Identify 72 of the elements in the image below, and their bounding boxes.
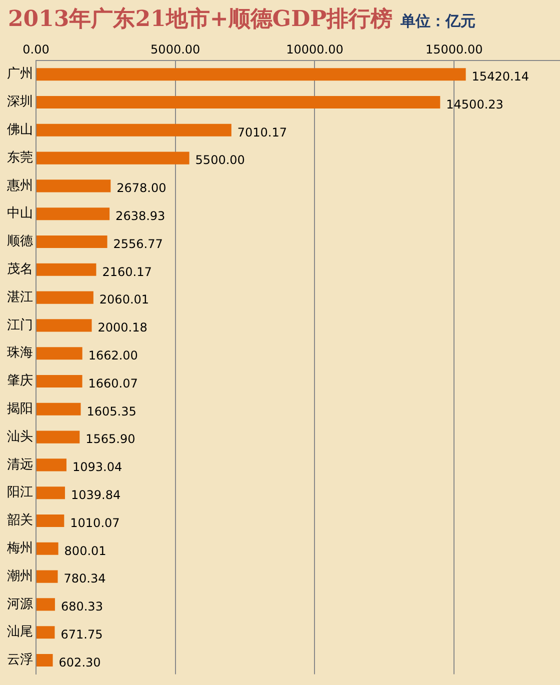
bar <box>36 626 55 639</box>
x-tick-label: 5000.00 <box>150 42 200 56</box>
bar <box>36 430 80 444</box>
bar <box>36 402 81 416</box>
bar <box>36 235 108 248</box>
bar <box>36 291 94 304</box>
data-label: 15420.14 <box>472 69 530 84</box>
y-tick-label: 珠海 <box>7 346 33 361</box>
data-label: 1565.90 <box>86 432 136 446</box>
data-label: 7010.17 <box>237 125 288 140</box>
bar <box>36 124 232 136</box>
bar <box>36 263 96 276</box>
data-label: 1039.84 <box>70 488 121 502</box>
data-label: 14500.23 <box>446 97 504 112</box>
data-label: 5500.00 <box>195 153 245 168</box>
data-label: 1010.07 <box>70 516 120 530</box>
y-tick-label: 云浮 <box>7 652 33 668</box>
bar <box>36 542 58 555</box>
y-tick-label: 揭阳 <box>7 402 33 417</box>
bar <box>36 598 55 611</box>
bar <box>36 374 82 388</box>
bar <box>36 514 64 528</box>
y-tick-label: 深圳 <box>7 94 33 110</box>
bar <box>36 347 82 360</box>
data-label: 602.30 <box>58 655 101 670</box>
y-tick-label: 茂名 <box>7 262 33 278</box>
bar <box>36 96 440 109</box>
data-label: 2556.77 <box>113 236 163 251</box>
y-tick-label: 东莞 <box>7 150 33 166</box>
data-label: 1660.07 <box>88 376 138 390</box>
bar <box>36 458 66 472</box>
bar <box>36 68 466 81</box>
data-label: 2678.00 <box>116 181 166 196</box>
data-label: 680.33 <box>60 600 103 614</box>
data-label: 1662.00 <box>88 348 138 362</box>
y-tick-label: 顺德 <box>7 234 33 250</box>
y-tick-label: 佛山 <box>7 122 33 138</box>
y-tick-label: 潮州 <box>7 568 33 584</box>
y-tick-label: 韶关 <box>7 513 33 528</box>
y-tick-label: 中山 <box>7 206 33 222</box>
y-tick-label: 肇庆 <box>7 374 33 389</box>
bar <box>36 180 111 192</box>
bar <box>36 152 190 164</box>
data-label: 2000.18 <box>98 320 148 335</box>
chart-subtitle: 单位：亿元 <box>400 12 476 30</box>
y-tick-label: 广州 <box>7 66 33 82</box>
data-label: 2060.01 <box>99 292 150 307</box>
bar <box>36 319 92 332</box>
bar <box>36 654 53 667</box>
x-tick-label: 15000.00 <box>425 42 483 56</box>
y-tick-label: 湛江 <box>7 290 33 305</box>
y-tick-label: 阳江 <box>7 485 33 500</box>
y-tick-label: 汕头 <box>7 429 33 444</box>
y-tick-label: 梅州 <box>6 541 33 556</box>
bar <box>36 208 110 220</box>
data-label: 2160.17 <box>102 264 152 279</box>
data-label: 800.01 <box>64 544 106 558</box>
data-label: 1605.35 <box>86 404 136 418</box>
data-label: 780.34 <box>64 572 106 586</box>
y-tick-label: 河源 <box>7 596 33 612</box>
y-tick-label: 清远 <box>7 457 33 472</box>
data-label: 2638.93 <box>116 208 166 223</box>
x-tick-label: 10000.00 <box>286 42 344 56</box>
bar <box>36 570 58 583</box>
x-tick-label: 0.00 <box>22 42 50 56</box>
y-tick-label: 汕尾 <box>7 624 33 640</box>
y-tick-label: 江门 <box>7 316 33 333</box>
bar <box>36 486 65 500</box>
data-label: 671.75 <box>60 627 103 642</box>
y-tick-label: 惠州 <box>6 178 33 194</box>
data-label: 1093.04 <box>72 460 122 474</box>
chart-title: 2013年广东21地市+顺德GDP排行榜 <box>8 6 393 32</box>
